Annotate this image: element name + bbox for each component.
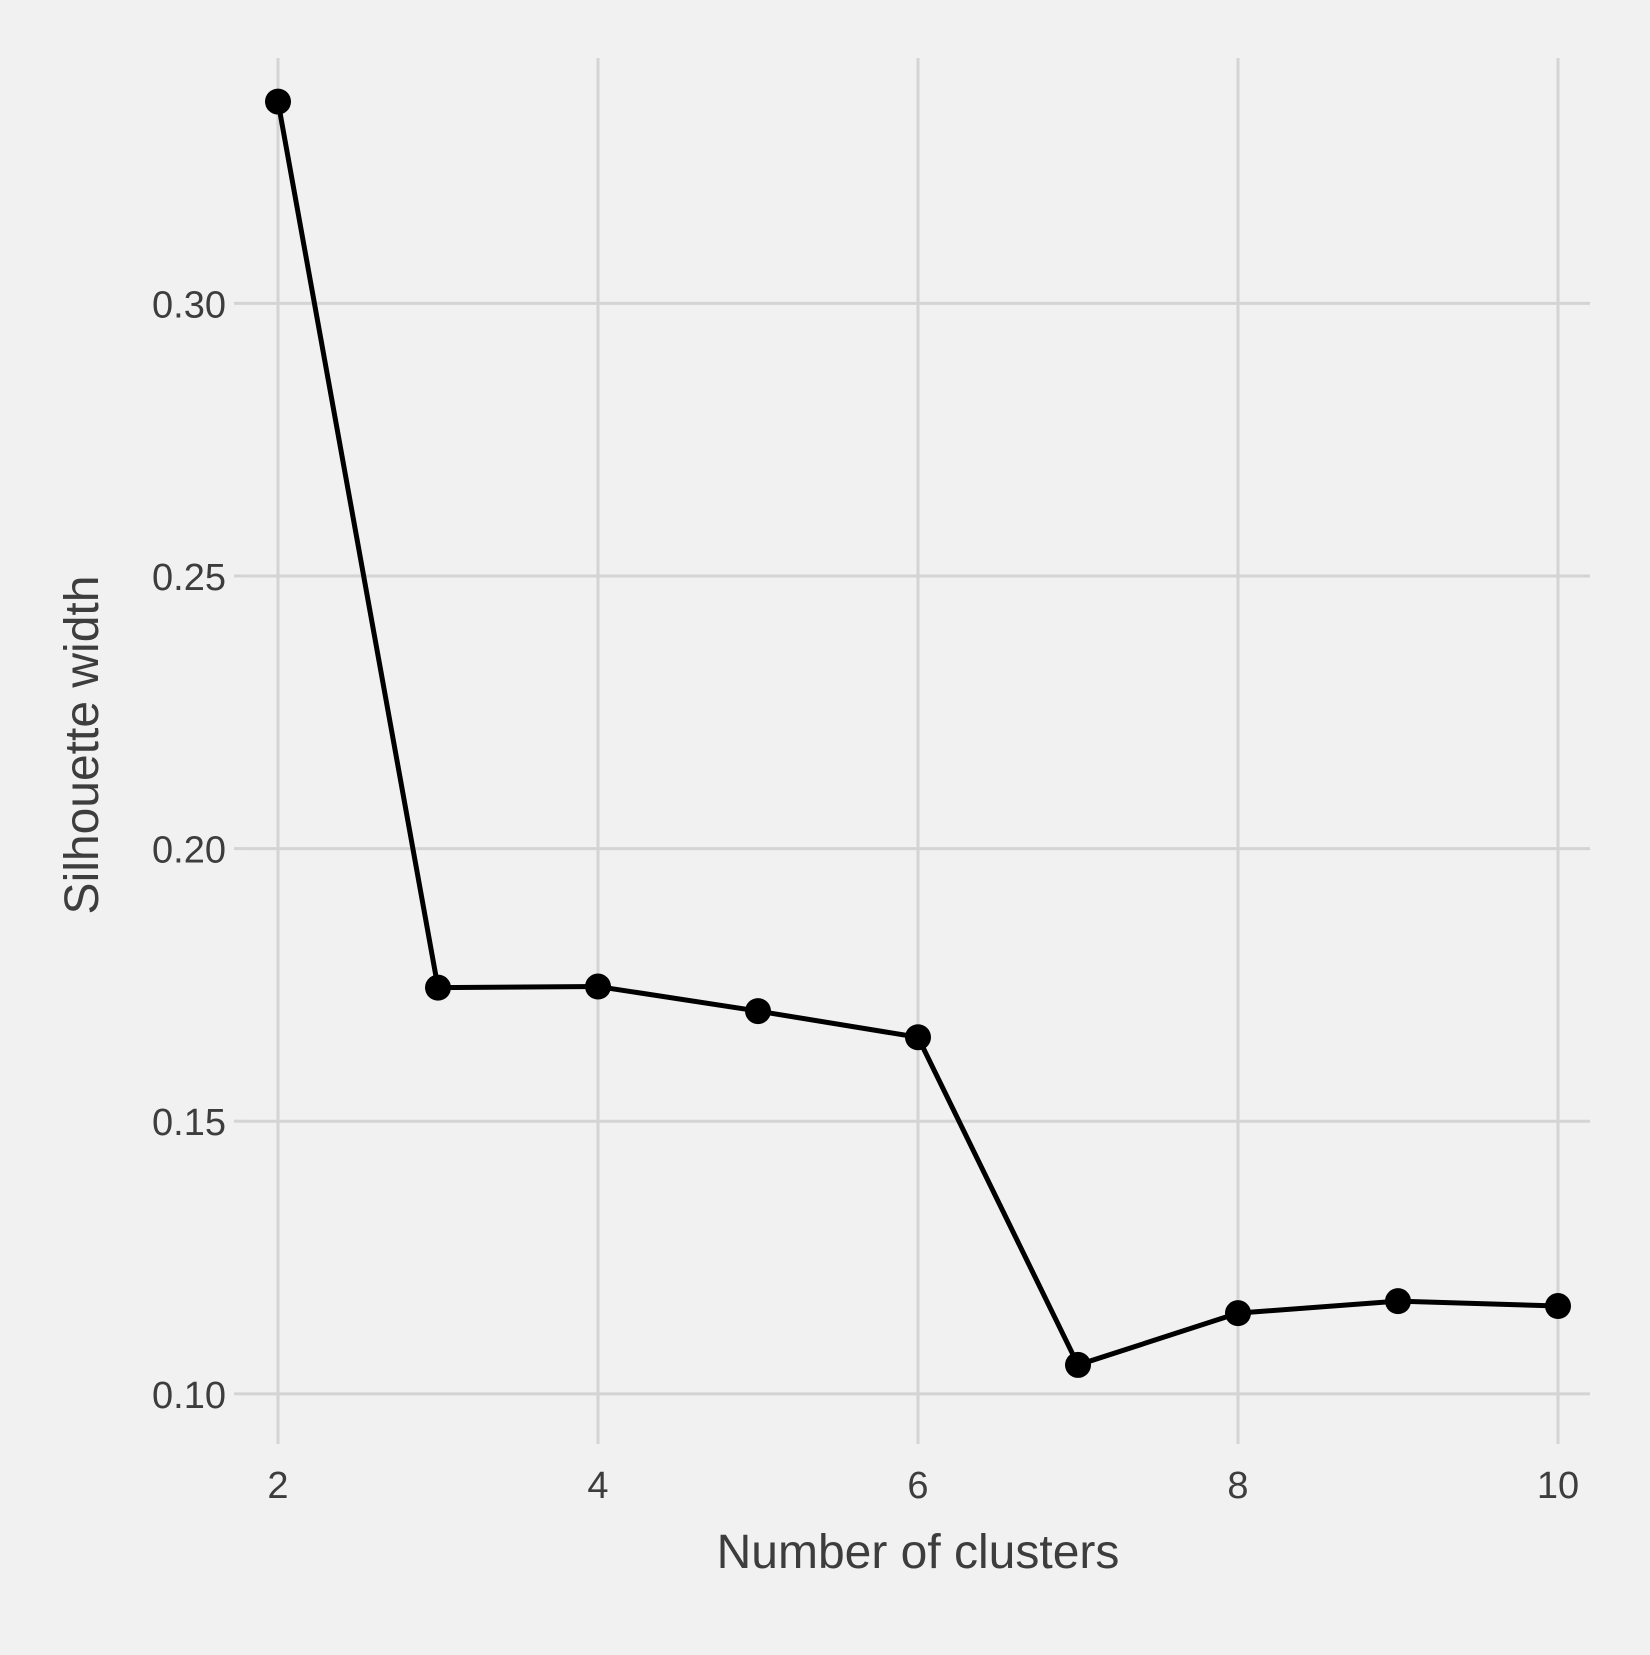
data-point <box>1385 1288 1411 1315</box>
data-point <box>265 88 291 115</box>
y-tick-label: 0.20 <box>152 830 226 872</box>
axis-ticks <box>234 301 1560 1444</box>
data-point <box>1225 1300 1251 1327</box>
x-axis-title: Number of clusters <box>717 1526 1120 1579</box>
y-tick-label: 0.15 <box>152 1102 226 1144</box>
data-point <box>585 973 611 1000</box>
y-tick-label: 0.25 <box>152 557 226 599</box>
data-point <box>425 974 451 1001</box>
data-point <box>1545 1293 1571 1320</box>
x-tick-label: 6 <box>907 1465 928 1507</box>
data-point <box>1065 1351 1091 1378</box>
x-tick-label: 8 <box>1227 1465 1248 1507</box>
points-layer <box>265 88 1571 1378</box>
x-tick-label: 2 <box>267 1465 288 1507</box>
tick-labels: 2 4 6 8 10 0.10 0.15 0.20 0.25 0.30 <box>152 284 1579 1507</box>
data-point <box>905 1024 931 1051</box>
y-tick-label: 0.30 <box>152 284 226 326</box>
grid-lines <box>246 58 1590 1432</box>
y-axis-title: Silhouette width <box>56 576 109 915</box>
y-tick-label: 0.10 <box>152 1375 226 1417</box>
x-tick-label: 4 <box>587 1465 608 1507</box>
data-point <box>745 998 771 1025</box>
x-tick-label: 10 <box>1537 1465 1579 1507</box>
